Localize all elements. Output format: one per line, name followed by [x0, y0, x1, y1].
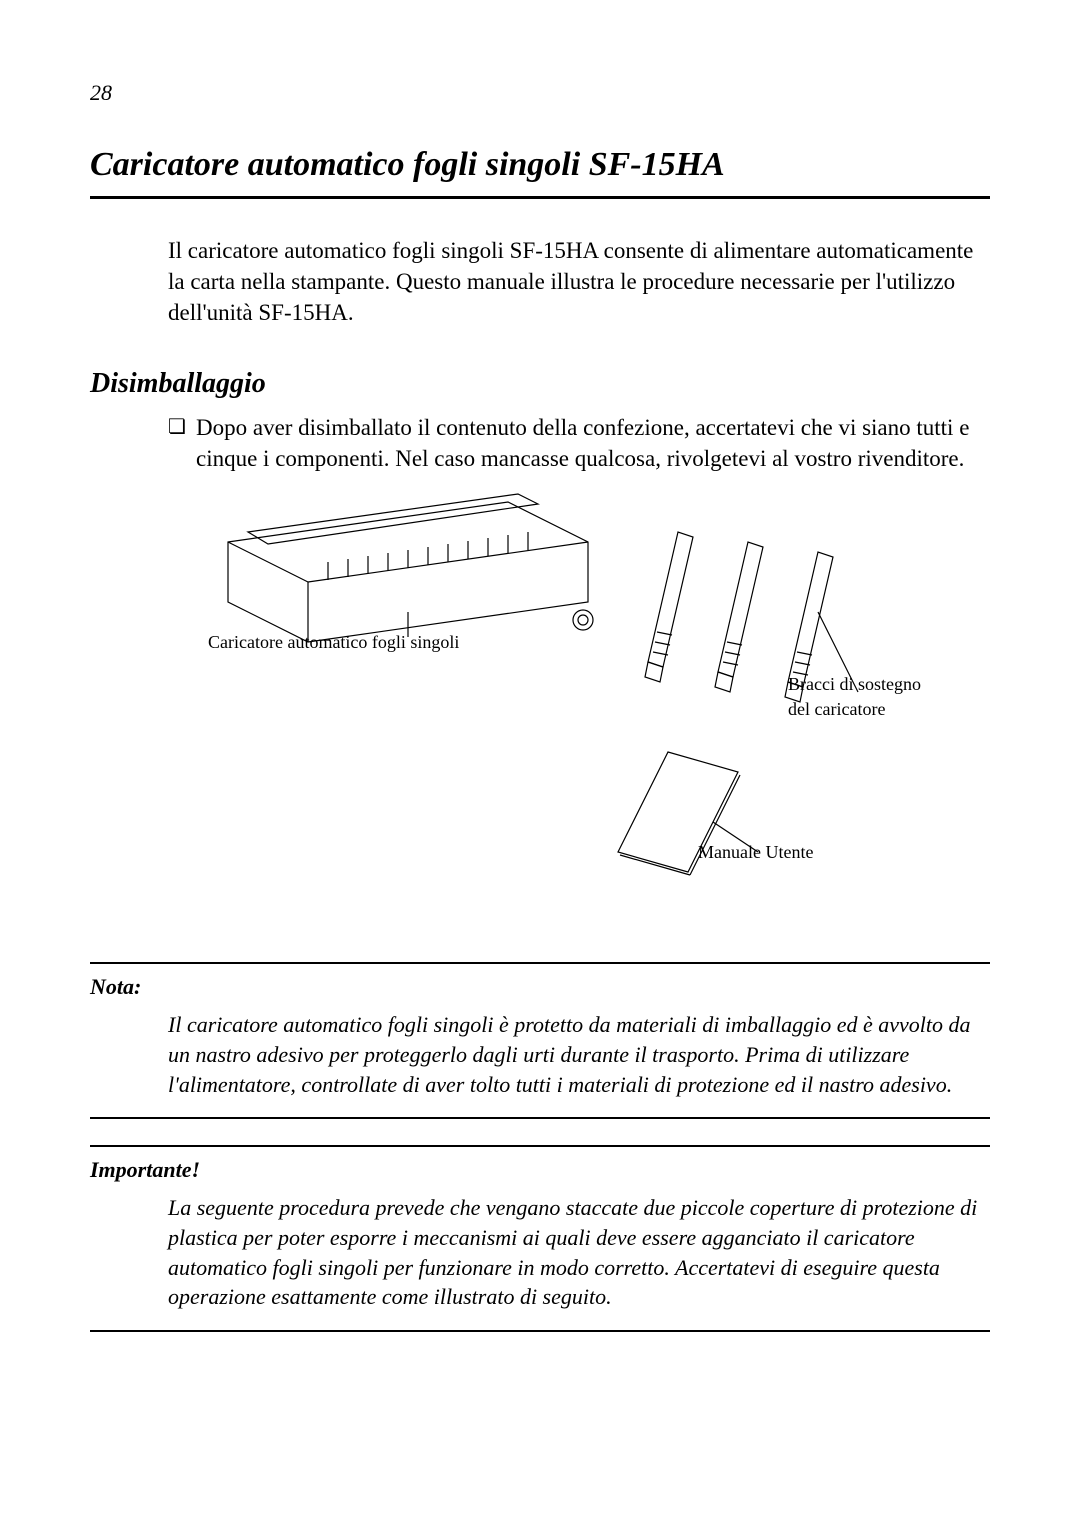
page-number: 28 — [90, 80, 990, 106]
rule — [90, 1330, 990, 1332]
important-heading: Importante! — [90, 1157, 990, 1183]
arms-label: Bracci di sostegno del caricatore — [788, 672, 921, 722]
manual-label: Manuale Utente — [698, 842, 813, 863]
arms-label-line1: Bracci di sostegno — [788, 674, 921, 694]
bullet-text: Dopo aver disimballato il contenuto dell… — [196, 412, 990, 474]
arms-label-line2: del caricatore — [788, 699, 885, 719]
page-title: Caricatore automatico fogli singoli SF-1… — [90, 146, 990, 199]
important-body: La seguente procedura prevede che vengan… — [168, 1193, 990, 1312]
rule — [90, 1145, 990, 1147]
bullet-icon: ❏ — [168, 412, 196, 474]
bullet-item: ❏ Dopo aver disimballato il contenuto de… — [168, 412, 990, 474]
rule — [90, 962, 990, 964]
note-block: Nota: Il caricatore automatico fogli sin… — [90, 974, 990, 1099]
feeder-illustration — [208, 492, 608, 652]
note-body: Il caricatore automatico fogli singoli è… — [168, 1010, 990, 1099]
intro-paragraph: Il caricatore automatico fogli singoli S… — [168, 235, 990, 328]
feeder-label: Caricatore automatico fogli singoli — [208, 632, 459, 653]
manual-illustration — [598, 742, 768, 892]
note-heading: Nota: — [90, 974, 990, 1000]
rule — [90, 1117, 990, 1119]
section-heading: Disimballaggio — [90, 368, 990, 400]
important-block: Importante! La seguente procedura preved… — [90, 1157, 990, 1312]
illustration-area: Caricatore automatico fogli singoli — [168, 492, 990, 932]
